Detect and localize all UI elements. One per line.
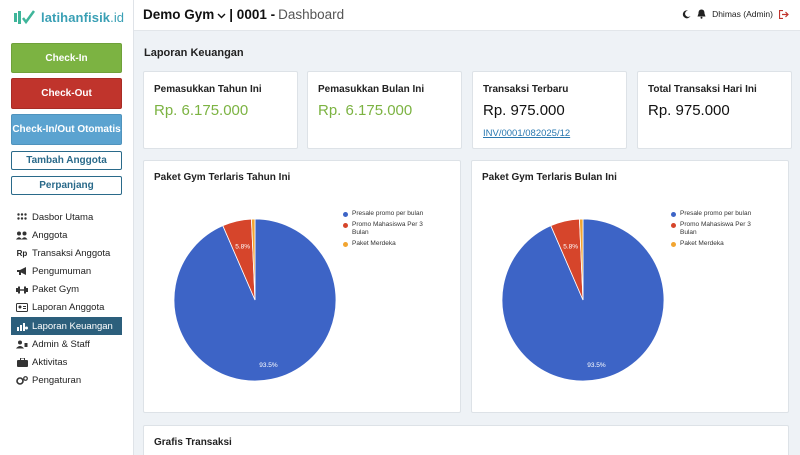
add-member-button[interactable]: Tambah Anggota (11, 151, 122, 170)
sidebar-item-label: Transaksi Anggota (32, 247, 111, 259)
sidebar-item-dasbor[interactable]: Dasbor Utama (11, 208, 122, 226)
sidebar-item-laporan-anggota[interactable]: Laporan Anggota (11, 299, 122, 317)
stat-title: Transaksi Terbaru (483, 84, 569, 95)
stat-card-latest-transaction: Transaksi Terbaru Rp. 975.000 INV/0001/0… (472, 71, 627, 149)
legend-swatch (671, 211, 676, 217)
user-name[interactable]: Dhimas (Admin) (712, 9, 773, 19)
pie-chart-yearly: 93.5% 5.8% (173, 218, 337, 382)
chart-icon (16, 321, 28, 331)
legend-swatch (343, 241, 348, 247)
sidebar-item-label: Pengumuman (32, 266, 92, 278)
stat-title: Pemasukkan Bulan Ini (318, 84, 425, 95)
legend-item[interactable]: Presale promo per bulan (671, 210, 761, 218)
stat-card-yearly: Pemasukkan Tahun Ini Rp. 6.175.000 (143, 71, 298, 149)
stat-card-monthly: Pemasukkan Bulan Ini Rp. 6.175.000 (307, 71, 462, 149)
sidebar-item-label: Laporan Keuangan (32, 320, 113, 332)
legend-item[interactable]: Paket Merdeka (671, 240, 761, 248)
rupiah-icon: Rp (16, 248, 28, 258)
transactions-chart-card: Grafis Transaksi (143, 425, 789, 455)
dashboard-icon (16, 212, 28, 222)
sidebar: latihanfisik.id Check-In Check-Out Check… (0, 0, 134, 455)
sidebar-item-label: Laporan Anggota (32, 302, 105, 314)
sidebar-item-admin[interactable]: Admin & Staff (11, 335, 122, 353)
sidebar-item-label: Pengaturan (32, 375, 82, 387)
chart-title: Paket Gym Terlaris Tahun Ini (154, 172, 291, 183)
sidebar-item-label: Paket Gym (32, 284, 79, 296)
sidebar-item-aktivitas[interactable]: Aktivitas (11, 354, 122, 372)
chart-card-monthly: Paket Gym Terlaris Bulan Ini 93.5% 5.8% P… (471, 160, 789, 413)
breadcrumb: Dashboard (278, 7, 345, 22)
chart-legend: Presale promo per bulan Promo Mahasiswa P… (671, 210, 761, 251)
logout-icon[interactable] (779, 9, 789, 19)
pie-slice-3[interactable] (251, 218, 256, 301)
legend-swatch (343, 222, 348, 228)
sidebar-item-pengaturan[interactable]: Pengaturan (11, 372, 122, 390)
legend-swatch (343, 211, 348, 217)
legend-item[interactable]: Presale promo per bulan (343, 210, 433, 218)
sidebar-item-label: Aktivitas (32, 357, 68, 368)
invoice-link[interactable]: INV/0001/082025/12 (483, 128, 571, 139)
sidebar-item-pengumuman[interactable]: Pengumuman (11, 263, 122, 281)
stat-title: Total Transaksi Hari Ini (648, 84, 757, 95)
gym-code: | 0001 - (229, 7, 276, 22)
sidebar-item-label: Admin & Staff (32, 338, 90, 350)
moon-icon[interactable] (682, 9, 691, 19)
checkout-button[interactable]: Check-Out (11, 78, 122, 109)
legend-label: Promo Mahasiswa Per 3 Bulan (352, 221, 423, 236)
legend-swatch (671, 222, 676, 228)
legend-label: Presale promo per bulan (680, 210, 752, 217)
legend-item[interactable]: Paket Merdeka (343, 240, 433, 248)
admin-icon (16, 339, 28, 349)
auto-checkin-button[interactable]: Check-In/Out Otomatis (11, 114, 122, 145)
chart-title: Paket Gym Terlaris Bulan Ini (482, 172, 617, 183)
gym-selector[interactable]: Demo Gym | 0001 - Dashboard (143, 7, 344, 22)
stat-value: Rp. 975.000 (483, 102, 565, 119)
top-header: Demo Gym | 0001 - Dashboard Dhimas (Admi… (134, 0, 800, 31)
sidebar-item-label: Dasbor Utama (32, 211, 94, 223)
stat-card-today-total: Total Transaksi Hari Ini Rp. 975.000 (637, 71, 792, 149)
briefcase-icon (16, 358, 28, 368)
gear-icon (16, 376, 28, 386)
legend-label: Presale promo per bulan (352, 210, 424, 217)
gym-name: Demo Gym (143, 7, 215, 22)
section-title: Laporan Keuangan (144, 47, 244, 59)
pie-label-2: 5.8% (563, 243, 578, 250)
pie-slice-3[interactable] (579, 218, 584, 301)
stat-value: Rp. 6.175.000 (318, 102, 413, 119)
sidebar-menu: Dasbor Utama Anggota Rp Transaksi Anggot… (11, 208, 122, 390)
sidebar-item-label: Anggota (32, 229, 68, 241)
bell-icon[interactable] (697, 9, 706, 19)
chart-title: Grafis Transaksi (154, 437, 232, 448)
pie-label-1: 93.5% (259, 362, 278, 369)
stat-value: Rp. 975.000 (648, 102, 730, 119)
megaphone-icon (16, 267, 28, 277)
pie-label-1: 93.5% (587, 362, 606, 369)
dumbbell-icon (16, 285, 28, 295)
extend-button[interactable]: Perpanjang (11, 176, 122, 195)
brand-logo[interactable]: latihanfisik.id (14, 7, 124, 27)
brand-name: latihanfisik.id (41, 9, 125, 25)
pie-label-2: 5.8% (235, 243, 250, 250)
sidebar-item-anggota[interactable]: Anggota (11, 226, 122, 244)
legend-item[interactable]: Promo Mahasiswa Per 3 Bulan (671, 221, 761, 237)
legend-label: Promo Mahasiswa Per 3 Bulan (680, 221, 751, 236)
stat-title: Pemasukkan Tahun Ini (154, 84, 262, 95)
stat-value: Rp. 6.175.000 (154, 102, 249, 119)
legend-swatch (671, 241, 676, 247)
chart-legend: Presale promo per bulan Promo Mahasiswa P… (343, 210, 433, 251)
header-actions: Dhimas (Admin) (676, 9, 789, 19)
legend-label: Paket Merdeka (680, 240, 724, 247)
id-card-icon (16, 303, 28, 313)
sidebar-item-transaksi[interactable]: Rp Transaksi Anggota (11, 244, 122, 262)
legend-item[interactable]: Promo Mahasiswa Per 3 Bulan (343, 221, 433, 237)
logo-icon (14, 9, 38, 25)
pie-chart-monthly: 93.5% 5.8% (501, 218, 665, 382)
sidebar-item-paket[interactable]: Paket Gym (11, 281, 122, 299)
users-icon (16, 230, 28, 240)
chevron-down-icon (217, 7, 226, 22)
sidebar-item-laporan-keuangan[interactable]: Laporan Keuangan (11, 317, 122, 336)
legend-label: Paket Merdeka (352, 240, 396, 247)
checkin-button[interactable]: Check-In (11, 43, 122, 73)
chart-card-yearly: Paket Gym Terlaris Tahun Ini 93.5% 5.8% P… (143, 160, 461, 413)
